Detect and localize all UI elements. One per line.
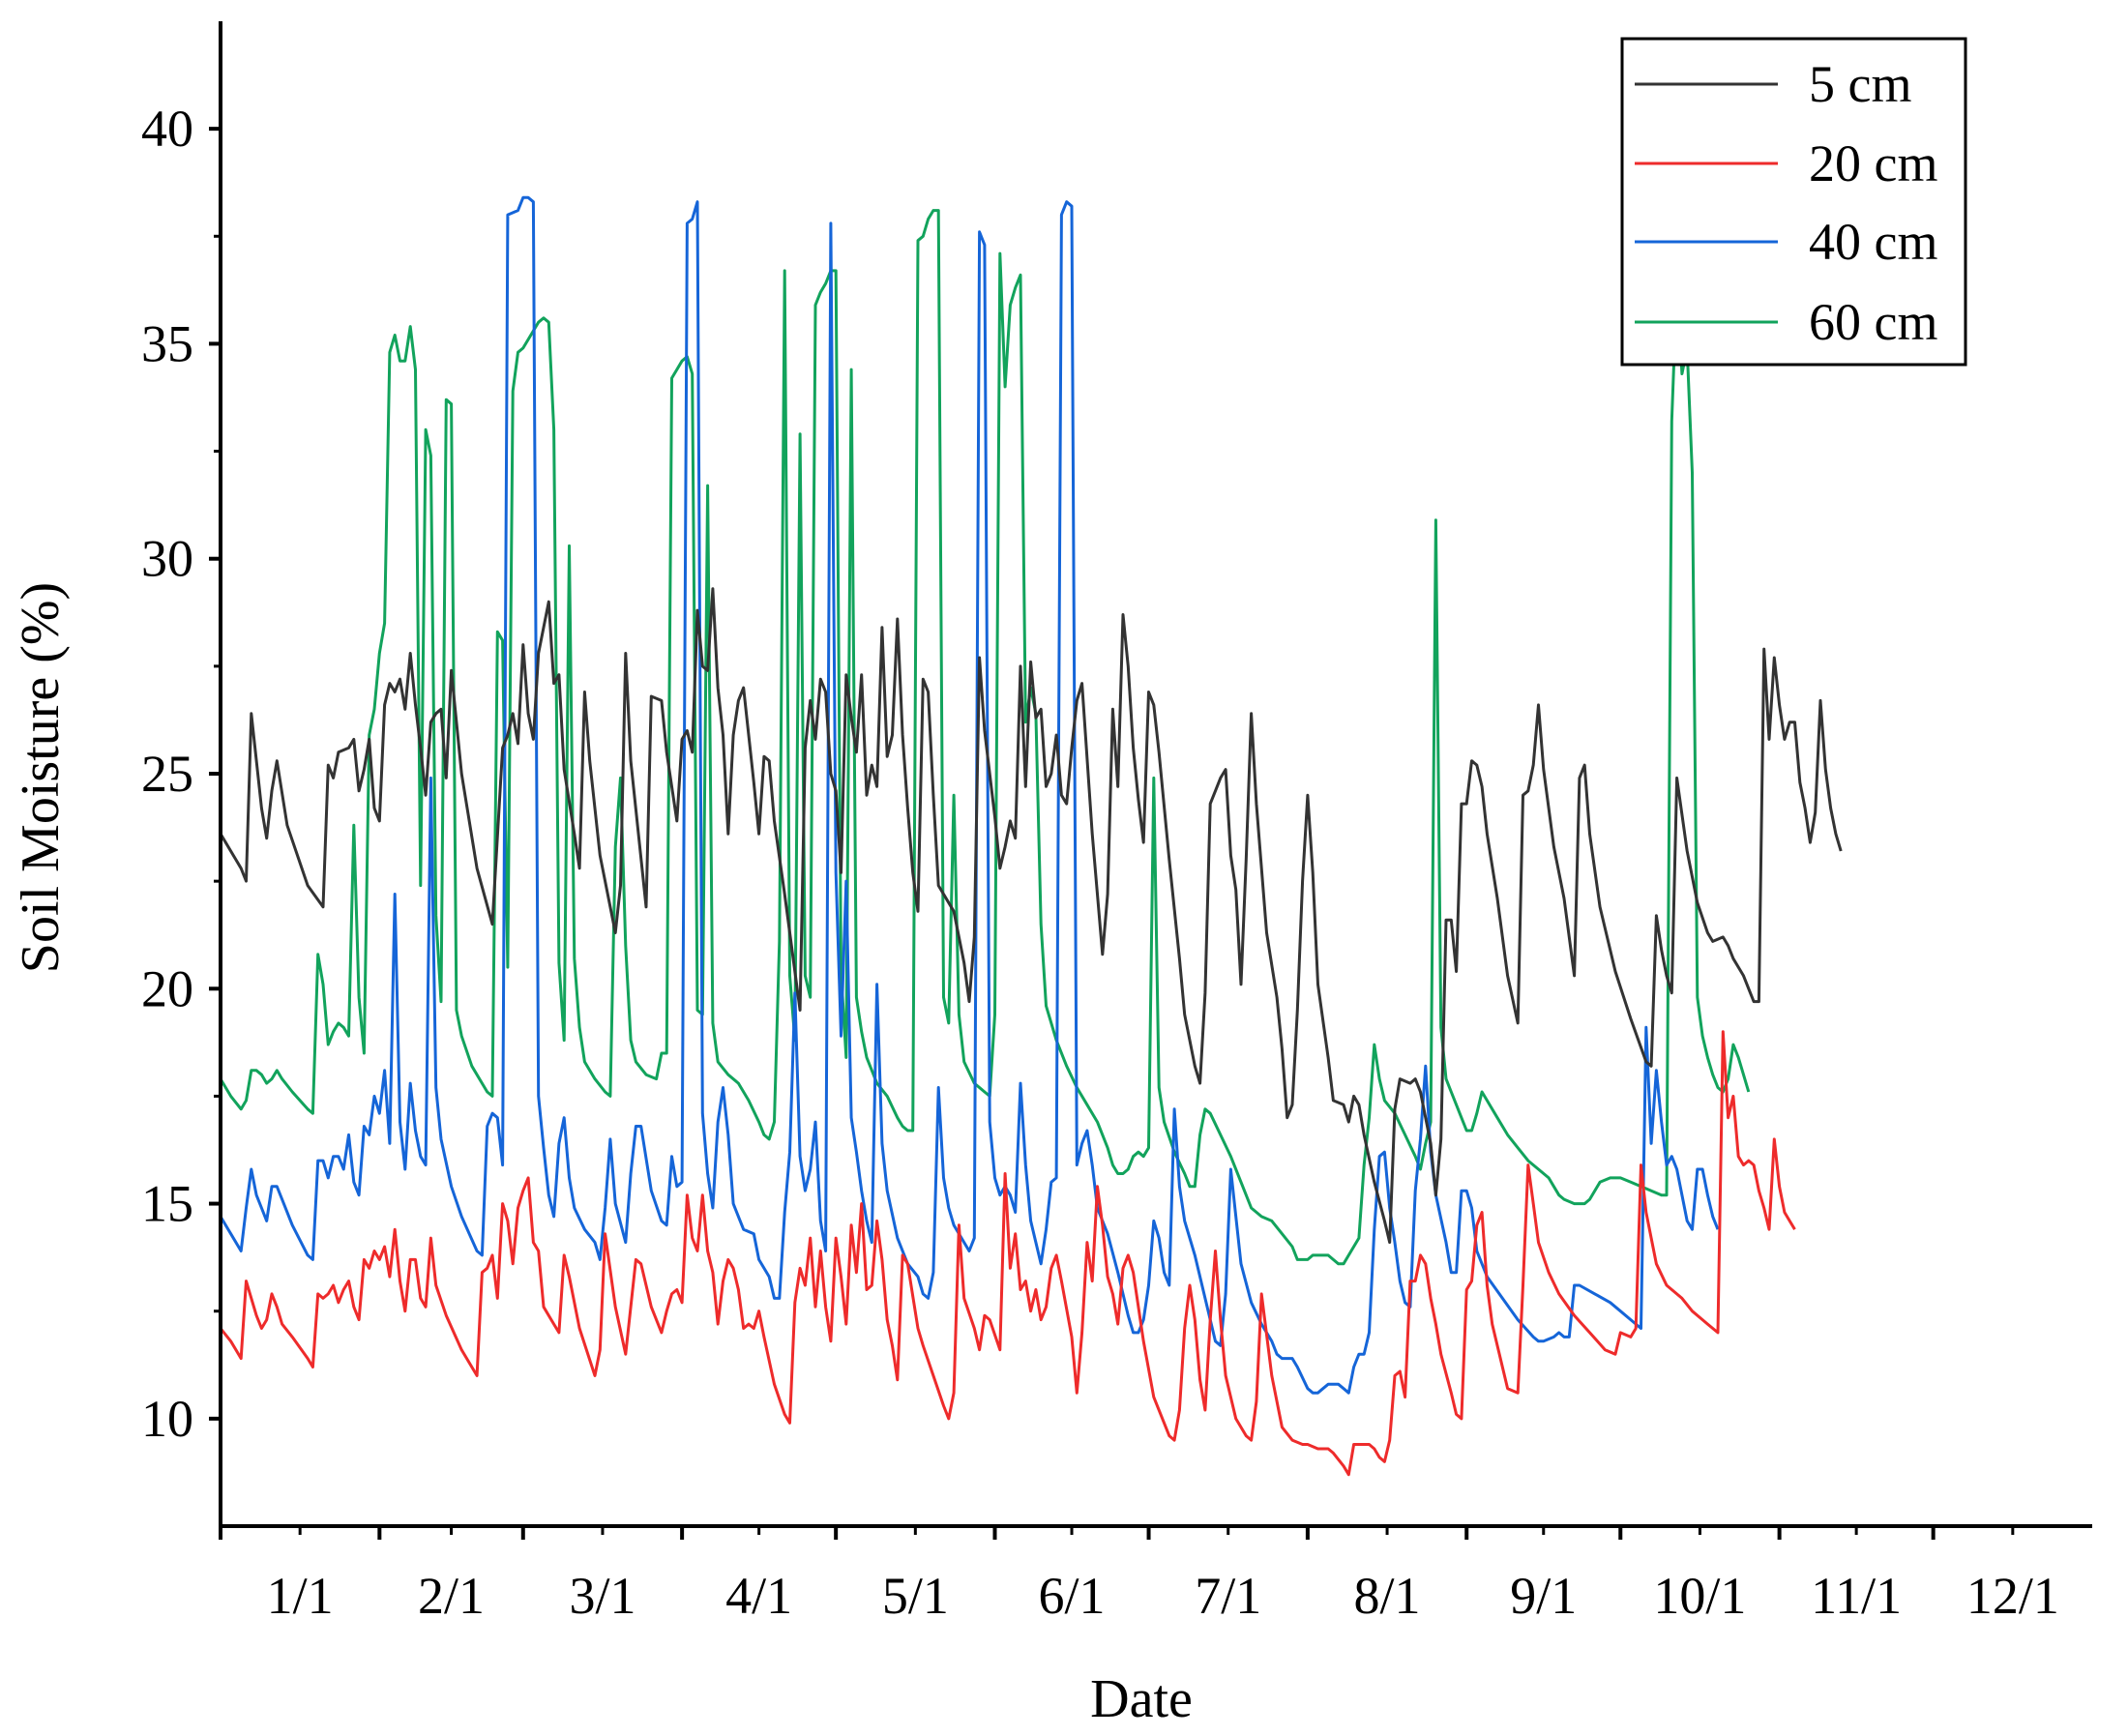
legend-label-60cm: 60 cm: [1809, 293, 1937, 351]
x-tick-label: 11/1: [1811, 1567, 1902, 1625]
legend-label-20cm: 20 cm: [1809, 134, 1937, 192]
x-axis-title: Date: [1090, 1669, 1193, 1729]
series-line-60cm: [219, 209, 1751, 1266]
x-tick-label: 1/1: [267, 1567, 334, 1625]
y-tick-label: 30: [141, 530, 193, 588]
x-tick-label: 2/1: [418, 1567, 485, 1625]
legend-frame: [1620, 37, 1967, 367]
y-tick-label: 35: [141, 314, 193, 372]
y-tick-label: 15: [141, 1175, 193, 1233]
y-tick-label: 40: [141, 100, 193, 158]
x-tick-label: 6/1: [1039, 1567, 1106, 1625]
series-line-20cm: [219, 1030, 1796, 1477]
x-tick-label: 9/1: [1510, 1567, 1577, 1625]
legend-label-40cm: 40 cm: [1809, 213, 1937, 271]
series-line-5cm: [219, 587, 1843, 1245]
axis-ticks: 10 15 20 25 30 35 40 1/1 2/1 3/1 4/1 5/1 6/1 7/1 8/1 9/…: [141, 100, 2059, 1625]
series-line-40cm: [219, 195, 1720, 1395]
x-tick-label: 5/1: [882, 1567, 949, 1625]
legend-label-5cm: 5 cm: [1809, 55, 1911, 113]
x-tick-label: 3/1: [569, 1567, 635, 1625]
x-tick-label: 4/1: [725, 1567, 792, 1625]
data-series: [219, 195, 1843, 1477]
y-tick-label: 10: [141, 1390, 193, 1448]
y-tick-label: 20: [141, 959, 193, 1017]
x-tick-label: 7/1: [1195, 1567, 1261, 1625]
x-tick-label: 10/1: [1653, 1567, 1746, 1625]
y-tick-label: 25: [141, 745, 193, 803]
x-tick-label: 12/1: [1966, 1567, 2059, 1625]
x-tick-label: 8/1: [1354, 1567, 1421, 1625]
y-axis-title: Soil Moisture (%): [11, 582, 71, 973]
legend: 5 cm 20 cm 40 cm 60 cm: [1620, 37, 1967, 367]
